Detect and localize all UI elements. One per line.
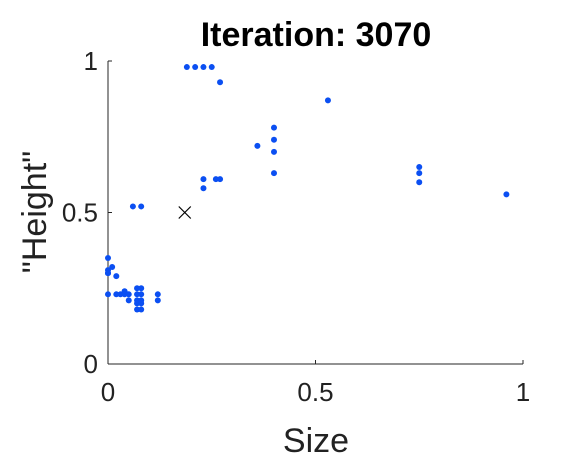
data-point (134, 306, 141, 313)
data-point (217, 79, 224, 86)
data-point (129, 203, 136, 210)
data-point (212, 176, 219, 183)
data-point (138, 291, 145, 298)
axes (107, 61, 523, 365)
data-point (121, 291, 128, 298)
data-point (324, 97, 331, 104)
data-point (271, 148, 277, 155)
y-tick-label: 0 (84, 349, 98, 379)
x-tick-label: 0 (101, 377, 115, 407)
data-point (113, 273, 120, 280)
marker-layer (178, 206, 192, 219)
data-point (134, 300, 141, 307)
data-point (138, 300, 145, 307)
data-point (105, 270, 111, 277)
data-point (200, 185, 207, 192)
y-axis-label: "Height" (16, 151, 54, 273)
data-point (113, 291, 120, 298)
x-marker (178, 206, 192, 219)
data-point (117, 291, 124, 298)
data-point (134, 285, 141, 292)
data-point (271, 124, 277, 131)
data-point (200, 176, 207, 183)
y-tick-label: 1 (84, 46, 98, 76)
data-point (125, 297, 132, 304)
x-tick-label: 1 (516, 377, 530, 407)
data-point (416, 164, 423, 171)
data-point (503, 191, 510, 198)
data-point (271, 170, 277, 177)
y-tick-label: 0.5 (62, 198, 98, 228)
data-point (109, 264, 116, 271)
data-point (125, 291, 132, 298)
data-point (200, 64, 207, 71)
x-axis-label: Size (283, 422, 349, 460)
data-point (154, 291, 161, 298)
data-points (105, 64, 510, 313)
data-point (416, 179, 423, 186)
data-point (138, 306, 145, 313)
data-point (217, 176, 224, 183)
chart-title: Iteration: 3070 (201, 16, 432, 54)
data-point (192, 64, 199, 71)
data-point (183, 64, 190, 71)
data-point (271, 136, 277, 143)
data-point (105, 291, 111, 298)
data-point (416, 170, 423, 177)
data-point (138, 285, 145, 292)
data-point (138, 203, 145, 210)
data-point (105, 254, 111, 261)
data-point (134, 291, 141, 298)
x-tick-label: 0.5 (297, 377, 333, 407)
ticks: 0 0.5 1 0 0.5 1 (62, 46, 530, 407)
data-point (154, 297, 161, 304)
data-point (254, 142, 261, 149)
data-point (208, 64, 215, 71)
